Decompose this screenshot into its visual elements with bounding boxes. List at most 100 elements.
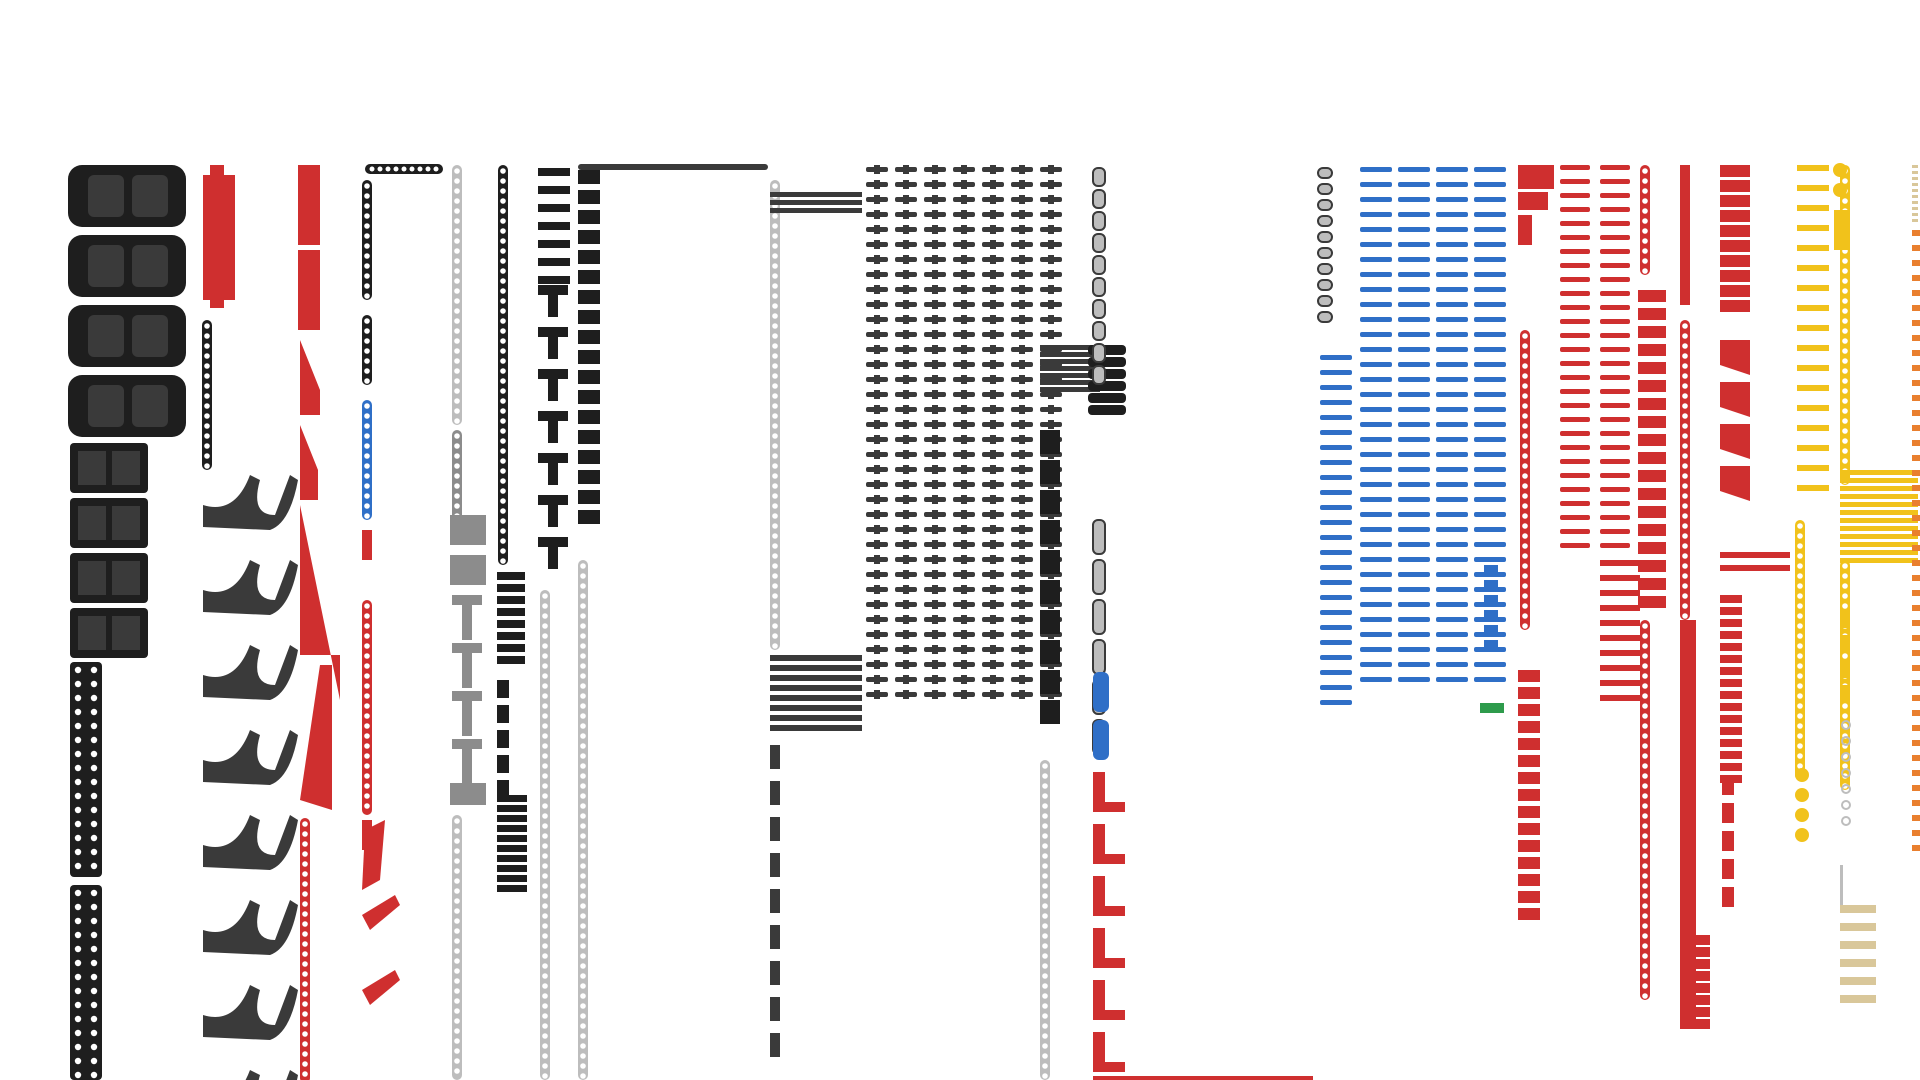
beam-hole: [1797, 653, 1803, 659]
pin-collar: [961, 435, 967, 444]
axle-piece: [497, 656, 525, 664]
beam-hole: [302, 1071, 308, 1077]
white-bush: [1841, 784, 1851, 794]
pin-collar: [874, 180, 880, 189]
yellow-bush: [1833, 163, 1847, 177]
pin-collar: [961, 360, 967, 369]
beam-hole: [1682, 363, 1688, 369]
beam-hole: [542, 903, 548, 909]
red-liftarm: [1093, 824, 1125, 864]
beam-hole: [1042, 923, 1048, 929]
orange-pin: [1912, 530, 1920, 536]
yellow-axle: [1797, 285, 1829, 291]
beam-hole: [1522, 553, 1528, 559]
blue-pin: [1320, 535, 1352, 540]
yellow-axle: [1797, 345, 1829, 351]
pin-collar: [903, 615, 909, 624]
blue-pin: [1480, 317, 1502, 322]
small-part: [578, 210, 600, 224]
connector: [770, 925, 780, 949]
yellow-axle: [1840, 486, 1918, 491]
red-pin: [1560, 319, 1590, 324]
red-pin: [1600, 207, 1630, 212]
beam-hole: [1042, 803, 1048, 809]
yellow-axle: [1797, 325, 1829, 331]
blue-pin: [1360, 512, 1392, 517]
blue-pin: [1398, 302, 1430, 307]
rod: [770, 705, 862, 711]
yellow-axle: [1840, 510, 1918, 515]
beam-hole: [302, 881, 308, 887]
frame-hole: [90, 680, 98, 688]
red-axle: [1600, 650, 1640, 656]
pin-collar: [961, 240, 967, 249]
red-connector: [1722, 859, 1734, 879]
frame-hole: [74, 736, 82, 744]
pin-collar: [990, 375, 996, 384]
beam-hole: [204, 463, 210, 469]
blue-pin: [1360, 617, 1392, 622]
beam-hole: [364, 338, 370, 344]
red-pin: [1600, 389, 1630, 394]
orange-pin: [1912, 650, 1920, 656]
beam-hole: [454, 1068, 460, 1074]
pin-collar: [874, 600, 880, 609]
pin-collar: [903, 195, 909, 204]
beam-hole: [580, 643, 586, 649]
orange-pin: [1912, 785, 1920, 791]
red-block: [1680, 1019, 1710, 1029]
pin-collar: [932, 645, 938, 654]
blue-pin: [1398, 602, 1430, 607]
beam-hole: [500, 268, 506, 274]
connector: [770, 853, 780, 877]
beam-hole: [1642, 743, 1648, 749]
tire-tread: [132, 245, 168, 287]
beam-hole: [454, 168, 460, 174]
beam-hole: [1522, 403, 1528, 409]
pin-collar: [961, 180, 967, 189]
beam-hole: [580, 893, 586, 899]
blue-pin: [1480, 422, 1502, 427]
pin-collar: [990, 525, 996, 534]
red-pin: [1560, 179, 1590, 184]
red-axle: [1600, 695, 1640, 701]
pin-collar: [903, 300, 909, 309]
red-rod: [1093, 1076, 1313, 1080]
beam-hole: [364, 293, 370, 299]
beam-hole: [364, 273, 370, 279]
beam-hole: [1842, 703, 1848, 709]
t-connector: [538, 453, 568, 463]
blue-liftarm: [1093, 720, 1109, 760]
red-connector: [1638, 596, 1666, 608]
pin-collar: [961, 585, 967, 594]
blue-pin: [1480, 542, 1502, 547]
beam-hole: [364, 633, 370, 639]
blue-pin: [1320, 370, 1352, 375]
small-part: [578, 510, 600, 524]
t-connector: [538, 495, 568, 505]
panel-face: [78, 616, 106, 650]
beam-hole: [1797, 693, 1803, 699]
pin-collar: [1019, 345, 1025, 354]
beam-hole: [1842, 178, 1848, 184]
frame-hole: [90, 931, 98, 939]
yellow-axle: [1797, 485, 1829, 491]
wishbone: [203, 985, 298, 1040]
beam-hole: [1042, 793, 1048, 799]
beam-hole: [1797, 603, 1803, 609]
red-pin: [1600, 361, 1630, 366]
red-connector: [1518, 840, 1540, 852]
beam-hole: [364, 453, 370, 459]
beam-hole: [500, 308, 506, 314]
beam-hole: [364, 413, 370, 419]
beam-hole: [364, 203, 370, 209]
beam-hole: [204, 433, 210, 439]
beam-hole: [1682, 463, 1688, 469]
pin-collar: [874, 165, 880, 174]
beam-hole: [542, 1013, 548, 1019]
blue-pin: [1480, 287, 1502, 292]
orange-pin: [1912, 695, 1920, 701]
beam-hole: [364, 733, 370, 739]
blue-pin: [1480, 392, 1502, 397]
tan-pin: [1912, 207, 1918, 210]
